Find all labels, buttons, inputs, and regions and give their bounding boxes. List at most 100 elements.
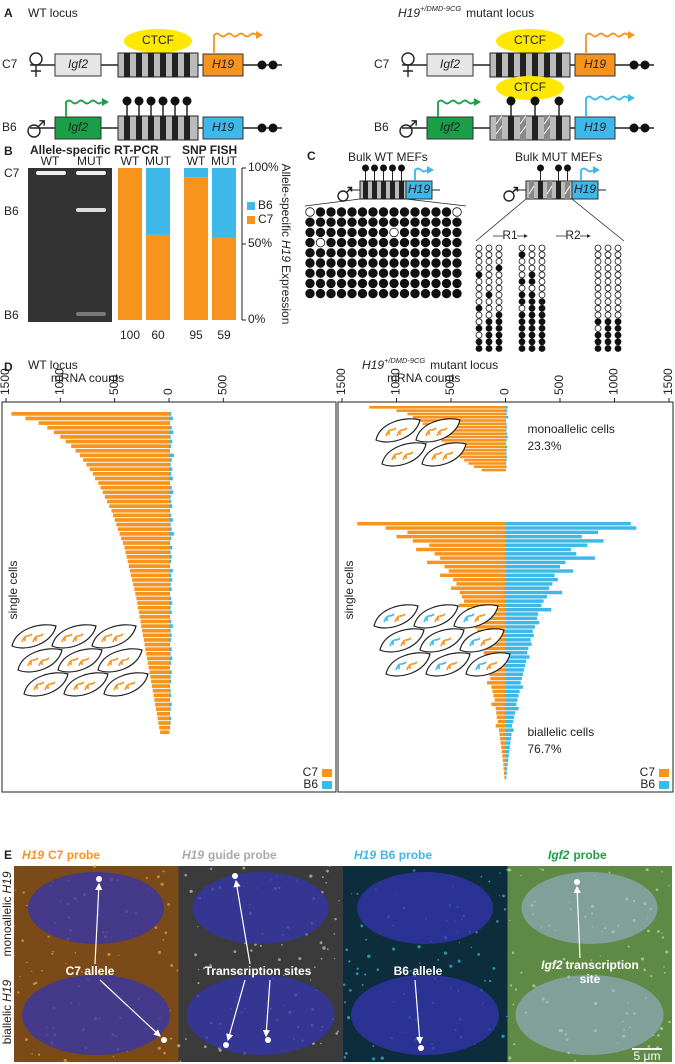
speckle xyxy=(499,872,501,874)
cpg-site xyxy=(604,284,612,292)
cpg-methylated xyxy=(537,164,544,172)
cpg-site xyxy=(389,268,399,278)
speckle xyxy=(509,984,512,987)
cpg-site xyxy=(518,311,526,319)
cpg-site xyxy=(495,284,503,292)
cpg-site xyxy=(604,264,612,272)
bar xyxy=(505,552,577,556)
bar xyxy=(505,724,513,728)
speckle xyxy=(259,944,262,947)
bar xyxy=(169,499,172,504)
bar xyxy=(441,439,506,442)
cpg-site xyxy=(538,291,546,299)
speckle xyxy=(162,870,165,873)
icr-stripe xyxy=(532,116,538,140)
bar xyxy=(505,612,539,616)
bar xyxy=(169,610,172,615)
speckle xyxy=(562,957,566,961)
cpg-site xyxy=(604,318,612,326)
cpg-site xyxy=(485,304,493,312)
cpg-site xyxy=(368,258,378,268)
bar xyxy=(169,568,173,573)
speckle xyxy=(508,868,512,872)
speckle xyxy=(321,876,324,879)
bar xyxy=(505,715,515,719)
panel-letter: D xyxy=(4,360,13,374)
cpg-site xyxy=(431,268,441,278)
cpg-site xyxy=(452,288,462,299)
cpg-site xyxy=(495,311,503,319)
bar xyxy=(114,518,169,522)
cpg-site xyxy=(495,291,503,299)
bar xyxy=(169,619,172,624)
speckle xyxy=(376,968,380,971)
cpg-site xyxy=(368,217,378,227)
speckle xyxy=(31,1053,33,1055)
probe-header-part: H19 xyxy=(354,848,376,862)
bar xyxy=(489,672,506,676)
enhancer-dot xyxy=(257,60,267,70)
speckle xyxy=(24,1038,28,1042)
speckle xyxy=(509,919,511,921)
gel-band xyxy=(36,171,66,175)
bar xyxy=(111,508,169,513)
speckle xyxy=(663,966,665,968)
probe-header-part: H19 xyxy=(182,848,204,862)
cpg-site xyxy=(347,217,357,227)
h19-box xyxy=(574,53,616,77)
bar xyxy=(505,442,507,445)
y-axis-label: Allele-specific H19 Expression xyxy=(279,164,293,325)
bar xyxy=(169,573,172,578)
speckle xyxy=(417,945,421,949)
annotation-arrow xyxy=(94,882,103,965)
bar xyxy=(149,670,169,675)
bar xyxy=(505,468,507,472)
male-symbol xyxy=(37,120,45,128)
bar xyxy=(504,775,506,780)
speckle xyxy=(51,952,54,956)
speckle xyxy=(458,942,461,944)
bar xyxy=(505,432,507,436)
rna-signal xyxy=(67,657,79,667)
rna-signal xyxy=(400,637,412,647)
gene-label: Igf2 xyxy=(68,57,88,71)
bar xyxy=(505,646,529,651)
cpg-site xyxy=(485,331,493,339)
cpg-site xyxy=(518,271,526,279)
speckle xyxy=(162,938,165,941)
cpg-site xyxy=(495,304,503,312)
rna-signal xyxy=(442,451,454,461)
bar xyxy=(437,435,506,439)
bar xyxy=(473,465,506,469)
bar xyxy=(159,725,169,730)
bar xyxy=(126,555,169,559)
cpg-site xyxy=(452,258,462,268)
cpg-site xyxy=(594,257,602,265)
speckle xyxy=(184,1038,187,1040)
speckle xyxy=(92,864,97,868)
cpg-site xyxy=(495,271,503,279)
speckle xyxy=(645,868,649,872)
bar xyxy=(505,586,550,590)
cpg-site xyxy=(538,271,546,279)
bar xyxy=(169,707,171,712)
cpg-site xyxy=(305,227,315,238)
rna-signal xyxy=(475,661,487,671)
bar xyxy=(47,425,169,430)
cell-outline xyxy=(453,604,499,629)
bar xyxy=(169,601,173,605)
rna-signal xyxy=(435,661,447,671)
speckle xyxy=(351,893,353,895)
icr-stripe xyxy=(184,116,190,140)
cpg-site xyxy=(326,278,336,289)
cell-outline xyxy=(51,624,97,649)
speckle xyxy=(333,957,336,960)
panel-title: Allele-specific RT-PCR xyxy=(30,143,159,157)
speckle xyxy=(335,1032,339,1035)
cpg-site xyxy=(452,207,462,217)
speckle xyxy=(326,869,329,873)
speckle xyxy=(668,885,670,887)
icr-stripe xyxy=(556,116,562,140)
speckle xyxy=(661,870,664,873)
